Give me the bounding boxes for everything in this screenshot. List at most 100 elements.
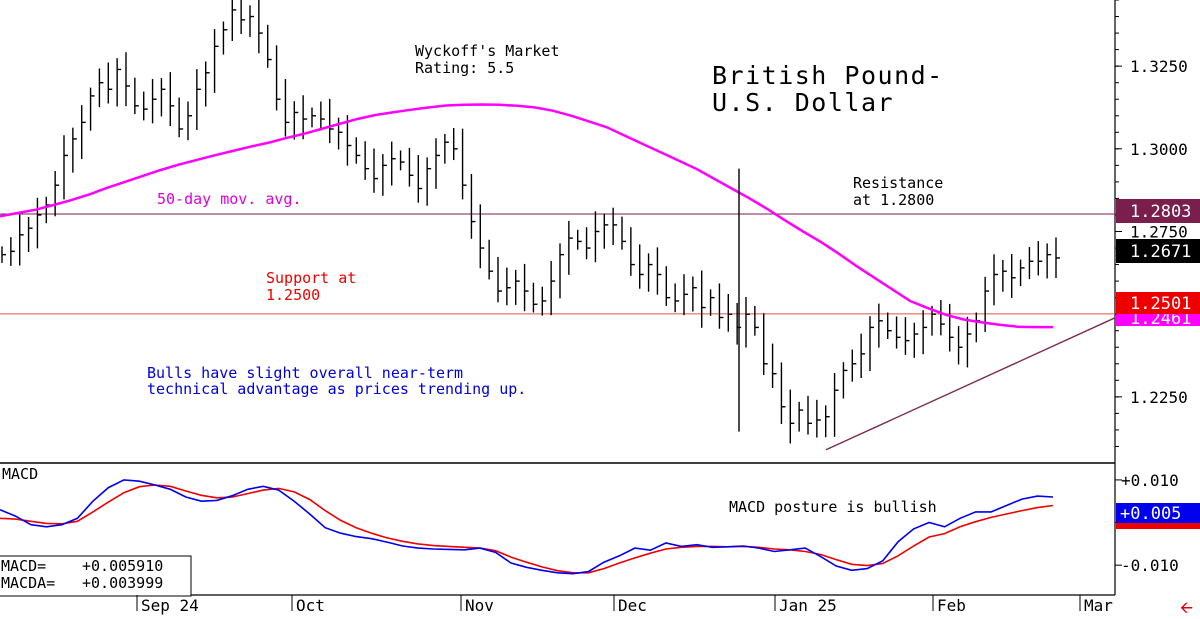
price-bar <box>187 101 192 141</box>
price-bar <box>258 0 263 54</box>
price-bar <box>45 196 51 224</box>
price-bar <box>36 197 42 249</box>
time-axis-ticks: Sep 24 Oct Nov Dec Jan 25 Feb Mar <box>136 595 1113 615</box>
price-bar <box>683 274 688 316</box>
price-bar <box>435 138 440 189</box>
price-bar <box>151 79 157 124</box>
price-bar <box>240 0 246 35</box>
price-bar <box>709 289 715 316</box>
price-bar <box>630 227 635 276</box>
price-tick-label: 1.2250 <box>1130 388 1188 407</box>
price-bar <box>488 239 494 280</box>
price-bar <box>267 24 272 68</box>
price-bar <box>346 115 352 166</box>
price-bar <box>851 349 857 382</box>
price-bar <box>426 157 432 206</box>
macd-comment: MACD posture is bullish <box>729 498 937 516</box>
price-bar <box>98 68 104 108</box>
price-bar <box>621 216 626 250</box>
price-bar <box>479 204 485 269</box>
price-bar <box>399 150 405 171</box>
price-bar <box>417 155 423 203</box>
price-bar <box>54 170 60 217</box>
price-bar <box>798 401 804 432</box>
price-bar <box>842 362 848 399</box>
price-bar <box>461 128 467 200</box>
rating-line2: Rating: 5.5 <box>415 59 514 77</box>
price-bar <box>470 173 476 239</box>
price-axis-ticks: 1.3250 1.3000 1.2750 1.2250 <box>1115 0 1188 447</box>
price-bar <box>639 244 644 289</box>
price-bar <box>1019 259 1025 287</box>
macd-line <box>0 479 1054 575</box>
rising-trendline <box>825 317 1116 451</box>
macda-readout-label: MACDA= <box>1 574 55 592</box>
last-price-tag: 1.2671 <box>1116 239 1200 263</box>
last-price-tag-text: 1.2671 <box>1130 242 1191 262</box>
price-bar <box>913 322 919 358</box>
price-bar <box>81 105 86 160</box>
price-bar <box>382 154 387 196</box>
price-bar <box>718 283 724 329</box>
price-bar <box>612 207 618 246</box>
price-bar <box>975 312 981 343</box>
support-price-tag-text: 1.2501 <box>1130 294 1191 314</box>
price-tick-label: 1.3000 <box>1130 140 1188 159</box>
price-bar <box>754 305 759 336</box>
price-bar <box>275 45 281 111</box>
price-bar <box>922 310 928 355</box>
price-bar <box>833 373 839 437</box>
commentary-line2: technical advantage as prices trending u… <box>147 380 526 398</box>
price-bar <box>125 52 130 107</box>
macd-readout-box: MACD= +0.005910 MACDA= +0.003999 <box>0 555 192 597</box>
price-bar <box>293 101 299 140</box>
price-bar <box>568 220 573 275</box>
price-bar <box>222 21 228 55</box>
price-bar <box>302 95 308 140</box>
time-tick-label: Sep 24 <box>141 596 199 615</box>
price-bar <box>993 254 998 306</box>
price-bar <box>532 282 538 313</box>
price-bar <box>515 269 520 305</box>
price-bar <box>1002 259 1007 292</box>
price-bar <box>408 147 414 187</box>
price-bar <box>603 213 609 249</box>
price-bar <box>169 72 175 127</box>
price-bar <box>134 77 139 115</box>
scroll-left-arrow-icon[interactable]: 🡨 <box>1180 598 1193 617</box>
price-bar <box>19 214 24 266</box>
price-bar <box>957 326 963 365</box>
chart-title-line2: U.S. Dollar <box>712 88 894 117</box>
price-bar <box>213 29 219 93</box>
macd-readout-value: +0.005910 <box>82 557 163 575</box>
price-bar <box>594 211 600 263</box>
price-bar <box>196 69 201 130</box>
price-bar <box>904 317 910 355</box>
time-tick-label: Mar <box>1084 596 1113 615</box>
price-bar <box>10 237 15 266</box>
price-bar <box>116 58 122 107</box>
price-bar <box>1 246 6 263</box>
price-bar <box>745 296 750 348</box>
macd-value-tag-text: +0.005 <box>1120 504 1181 524</box>
resistance-label-line1: Resistance <box>853 174 943 192</box>
time-tick-label: Jan 25 <box>779 596 837 615</box>
resistance-label-line2: at 1.2800 <box>853 191 934 209</box>
price-bar <box>860 333 866 379</box>
price-bar <box>391 141 396 186</box>
price-bar <box>284 79 290 137</box>
price-bar <box>320 101 325 131</box>
level-lines <box>0 213 1115 315</box>
rating-line1: Wyckoff's Market <box>415 42 560 60</box>
price-bar <box>878 303 883 348</box>
price-bar <box>940 299 945 336</box>
price-bar <box>72 127 77 173</box>
price-bar <box>966 316 972 368</box>
commentary-line1: Bulls have slight overall near-term <box>147 364 463 382</box>
price-bar <box>577 229 582 250</box>
price-bar <box>674 283 680 313</box>
price-bar <box>665 266 671 306</box>
price-bar <box>895 316 901 349</box>
price-tick-label: 1.3250 <box>1130 57 1188 76</box>
price-bar <box>63 135 68 200</box>
